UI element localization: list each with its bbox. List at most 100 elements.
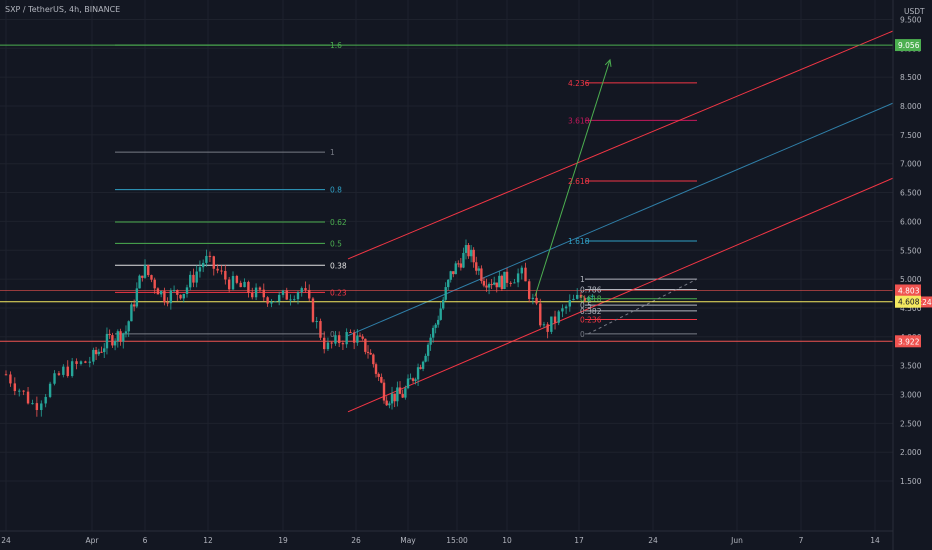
fib-ext-label: 0.236: [580, 315, 602, 324]
candle-body: [349, 332, 352, 334]
price-axis-panel[interactable]: [893, 0, 932, 550]
candle-body: [322, 337, 326, 350]
projection-arrow: [534, 58, 612, 297]
candle-body: [330, 342, 333, 344]
candle-body: [493, 282, 496, 285]
candle-body: [409, 378, 412, 380]
price-tick-label: 9.500: [900, 15, 922, 24]
time-tick-label: 6: [143, 536, 148, 545]
candle-body: [111, 335, 114, 346]
candle-body: [382, 382, 386, 401]
candle-body: [189, 274, 192, 288]
candle-body: [243, 281, 246, 288]
fib-ext-label: 0.382: [580, 307, 602, 316]
candles: [4, 239, 594, 417]
candle-body: [449, 271, 452, 280]
candle-body: [419, 367, 422, 369]
candle-body: [132, 304, 136, 307]
candle-body: [281, 290, 285, 295]
candle-body: [516, 273, 520, 283]
fib-label: 0.5: [330, 239, 342, 248]
candle-body: [546, 324, 549, 332]
candle-body: [227, 279, 231, 290]
time-tick-label: 12: [203, 536, 213, 545]
candle-body: [138, 275, 141, 289]
fib-label: 0.38: [330, 261, 347, 270]
candle-body: [159, 291, 163, 295]
time-tick-label: 17: [574, 536, 584, 545]
candle-body: [9, 374, 12, 384]
candle-body: [454, 263, 457, 275]
candle-body: [141, 275, 144, 278]
price-tick-label: 7.500: [900, 131, 922, 140]
candle-body: [182, 293, 185, 299]
candle-body: [398, 387, 402, 394]
candle-body: [396, 387, 399, 402]
candle-body: [205, 255, 208, 263]
candle-body: [503, 271, 506, 289]
candle-body: [535, 297, 538, 304]
candle-body: [352, 332, 356, 343]
candle-body: [475, 262, 478, 271]
time-tick-label: 24: [1, 536, 11, 545]
candle-body: [509, 282, 512, 284]
time-tick-label: 10: [502, 536, 512, 545]
candle-body: [480, 268, 483, 282]
candle-body: [542, 324, 546, 326]
yellow-level-badge-bg: [895, 295, 921, 308]
candle-body: [13, 383, 17, 392]
candle-body: [416, 367, 420, 380]
candle-body: [369, 352, 372, 355]
candle-body: [377, 373, 380, 377]
candle-body: [293, 299, 296, 301]
candle-body: [270, 301, 273, 304]
candle-body: [579, 294, 583, 298]
candle-body: [487, 284, 491, 288]
price-tick-label: 5.500: [900, 246, 922, 255]
candle-body: [568, 300, 572, 307]
candle-body: [341, 343, 345, 345]
candle-body: [44, 396, 47, 404]
candle-body: [457, 263, 460, 265]
candle-body: [135, 288, 139, 307]
candle-body: [326, 342, 330, 350]
candle-body: [169, 290, 173, 304]
candle-body: [195, 271, 198, 283]
yellow-level-badge: 4.608: [898, 298, 920, 307]
candle-body: [564, 306, 568, 309]
candle-body: [201, 262, 205, 268]
candle-body: [372, 354, 375, 365]
fib-label: 0: [330, 330, 335, 339]
candle-body: [150, 275, 153, 280]
time-tick-label: 19: [278, 536, 288, 545]
fib-label: 1: [330, 148, 335, 157]
price-axis-unit: USDT: [904, 7, 925, 16]
candle-body: [258, 287, 262, 290]
candle-body: [185, 287, 189, 294]
price-tick-label: 2.500: [900, 419, 922, 428]
fib-extension-lines: [585, 82, 698, 335]
candle-body: [48, 383, 52, 397]
candle-body: [57, 373, 61, 375]
fib-ext-label: 1: [580, 275, 585, 284]
candle-body: [231, 275, 235, 290]
candle-body: [53, 373, 56, 384]
candle-body: [520, 267, 524, 274]
price-tick-label: 8.000: [900, 102, 922, 111]
candle-body: [113, 340, 117, 346]
candle-body: [251, 292, 254, 298]
candle-body: [591, 295, 594, 297]
candle-body: [495, 282, 498, 288]
fib-ext-trend: [587, 278, 698, 335]
candle-body: [116, 331, 120, 341]
fib-ext-label: 4.236: [568, 79, 590, 88]
candle-body: [575, 294, 579, 299]
candle-body: [179, 294, 182, 299]
candle-body: [224, 270, 227, 280]
candle-body: [337, 335, 341, 344]
fib-label: 0.8: [330, 186, 342, 195]
candle-body: [498, 275, 501, 288]
candle-body: [485, 285, 488, 288]
